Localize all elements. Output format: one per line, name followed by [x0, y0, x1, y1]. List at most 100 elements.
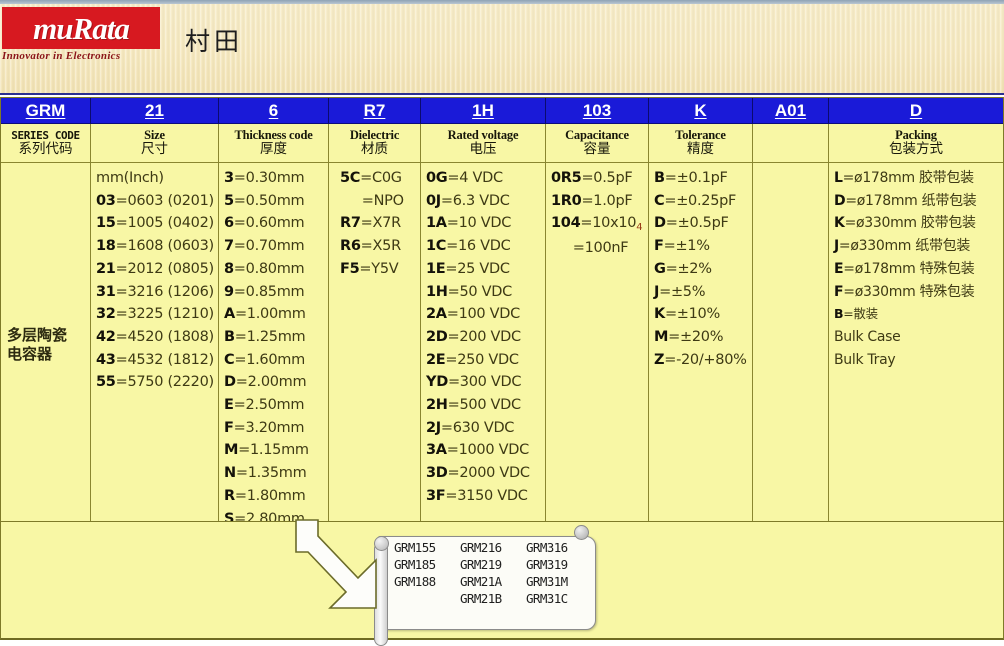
list-item: R=1.80mm	[224, 487, 306, 504]
list-item: XX=100nF	[572, 240, 629, 257]
thickness-list: 3=0.30mm 5=0.50mm 6=0.60mm 7=0.70mm 8=0.80mm…	[224, 167, 328, 522]
callout-part-number: GRM21B	[460, 591, 502, 606]
list-item: 104=10x104	[551, 215, 643, 234]
subheader-capacitance: Capacitance 容量	[546, 124, 649, 163]
header-code-size: 21	[91, 98, 219, 124]
callout-part-number: GRM219	[460, 557, 502, 572]
list-item: 0J=6.3 VDC	[426, 192, 510, 209]
list-item: D=2.00mm	[224, 374, 307, 391]
voltage-list: 0G=4 VDC 0J=6.3 VDC 1A=10 VDC 1C=16 VDC 1E=2…	[426, 167, 545, 508]
subheader-thickness-cn: 厚度	[260, 141, 287, 158]
header-code-thickness: 6	[219, 98, 329, 124]
header-code-series: GRM	[1, 98, 91, 124]
cell-capacitance: 0R5=0.5pF 1R0=1.0pF 104=10x104 XX=100nF	[546, 163, 649, 522]
list-item: F=ø330mm 特殊包装	[834, 283, 975, 300]
list-item: S=2.80mm	[224, 510, 305, 522]
list-item: 03=0603 (0201)	[96, 192, 214, 209]
header-code-voltage: 1H	[421, 98, 546, 124]
list-item: 43=4532 (1812)	[96, 351, 214, 368]
list-item: M=±20%	[654, 328, 724, 345]
subheader-packing-en: Packing	[895, 128, 937, 143]
list-item: 5C=C0G	[340, 170, 402, 186]
subheader-series-code-cn: 系列代码	[18, 140, 73, 157]
tolerance-list: B=±0.1pF C=±0.25pF D=±0.5pF F=±1% G=±2% J=±5%…	[654, 167, 752, 371]
murata-logo: muRata	[2, 7, 160, 49]
list-item: J=±5%	[654, 283, 706, 300]
brand-name-chinese: 村田	[185, 27, 244, 56]
list-item: 1E=25 VDC	[426, 260, 510, 277]
callout-part-number: GRM31M	[526, 574, 568, 589]
subheader-dielectric: Dielectric 材质	[329, 124, 421, 163]
callout-part-empty	[394, 591, 458, 606]
list-item: Bulk Case	[834, 328, 901, 345]
list-item: K=ø330mm 胶带包装	[834, 215, 976, 232]
list-item: E=2.50mm	[224, 397, 305, 414]
list-item: K=±10%	[654, 306, 720, 323]
list-item: 3D=2000 VDC	[426, 465, 530, 482]
list-item: Z=-20/+80%	[654, 351, 747, 368]
list-item: 42=4520 (1808)	[96, 328, 214, 345]
subheader-size-en: Size	[144, 128, 165, 143]
list-item: J=ø330mm 纸带包装	[834, 238, 971, 255]
callout-part-number: GRM216	[460, 540, 502, 555]
list-note: mm(Inch)	[96, 170, 164, 186]
list-item: B=1.25mm	[224, 328, 306, 345]
list-item: 2A=100 VDC	[426, 306, 520, 323]
size-list: mm(Inch) 03=0603 (0201) 15=1005 (0402) 18=1…	[96, 167, 218, 394]
part-number-callout: GRM155 GRM216 GRM316 GRM185 GRM219 GRM319 GRM1…	[368, 525, 596, 646]
list-item: 1C=16 VDC	[426, 238, 511, 255]
list-item: B=散装	[834, 306, 878, 322]
part-number-decoder-table: GRM 21 6 R7 1H 103 K A01 D SERIES CODE 系…	[0, 97, 1004, 522]
list-item: D=±0.5pF	[654, 215, 729, 232]
list-item: E=ø178mm 特殊包装	[834, 260, 975, 277]
code-header-row: GRM 21 6 R7 1H 103 K A01 D	[1, 98, 1003, 124]
header-code-individual: A01	[753, 98, 829, 124]
list-item: M=1.15mm	[224, 442, 309, 459]
cell-individual	[753, 163, 829, 522]
list-item: 2H=500 VDC	[426, 397, 521, 414]
subheader-thickness-en: Thickness code	[234, 128, 313, 143]
series-code-cn-line1: 多层陶瓷	[7, 325, 68, 344]
subheader-series-code: SERIES CODE 系列代码	[1, 124, 91, 163]
header-code-packing: D	[909, 101, 923, 120]
murata-wordmark: muRata	[33, 10, 130, 46]
page-banner: muRata Innovator in Electronics 村田	[0, 0, 1004, 95]
subheader-voltage-en: Rated voltage	[447, 128, 519, 143]
list-item: 1H=50 VDC	[426, 283, 512, 300]
header-code-dielectric: R7	[329, 98, 421, 124]
list-item: 1R0=1.0pF	[551, 192, 633, 209]
subheader-size: Size 尺寸	[91, 124, 219, 163]
subheader-tolerance: Tolerance 精度	[649, 124, 753, 163]
callout-part-number: GRM185	[394, 557, 436, 572]
callout-part-grid: GRM155 GRM216 GRM316 GRM185 GRM219 GRM319 GRM1…	[394, 540, 590, 606]
list-item: 3F=3150 VDC	[426, 487, 528, 504]
callout-arrow-icon	[290, 516, 400, 616]
list-item: C=1.60mm	[224, 351, 305, 368]
callout-part-number: GRM188	[394, 574, 436, 589]
subheader-voltage: Rated voltage 电压	[421, 124, 546, 163]
list-item: Bulk Tray	[834, 351, 896, 368]
list-item: XX=NPO	[361, 192, 404, 209]
list-item: R6=X5R	[340, 238, 401, 255]
list-item: 18=1608 (0603)	[96, 238, 214, 255]
list-item: F5=Y5V	[340, 260, 399, 277]
subheader-size-cn: 尺寸	[141, 141, 168, 158]
list-item: 1A=10 VDC	[426, 215, 512, 232]
cell-packing: L=ø178mm 胶带包装 D=ø178mm 纸带包装 K=ø330mm 胶带包装 J…	[829, 163, 1003, 522]
series-code-cn-line2: 电容器	[7, 344, 53, 363]
list-item: L=ø178mm 胶带包装	[834, 170, 974, 186]
callout-part-number: GRM21A	[460, 574, 502, 589]
packing-list: L=ø178mm 胶带包装 D=ø178mm 纸带包装 K=ø330mm 胶带包装 J…	[834, 167, 1003, 371]
list-item: 8=0.80mm	[224, 260, 305, 277]
list-item: N=1.35mm	[224, 465, 307, 482]
banner-top-rule	[0, 0, 1004, 4]
murata-tagline: Innovator in Electronics	[2, 50, 121, 62]
list-item: C=±0.25pF	[654, 192, 737, 209]
callout-knob-top-right-icon	[574, 525, 589, 540]
list-item: R7=X7R	[340, 215, 401, 232]
cell-thickness: 3=0.30mm 5=0.50mm 6=0.60mm 7=0.70mm 8=0.80mm…	[219, 163, 329, 522]
subheader-capacitance-en: Capacitance	[565, 128, 629, 143]
subheader-dielectric-cn: 材质	[361, 141, 388, 158]
callout-knob-top-left-icon	[374, 536, 389, 551]
cell-size: mm(Inch) 03=0603 (0201) 15=1005 (0402) 18=1…	[91, 163, 219, 522]
